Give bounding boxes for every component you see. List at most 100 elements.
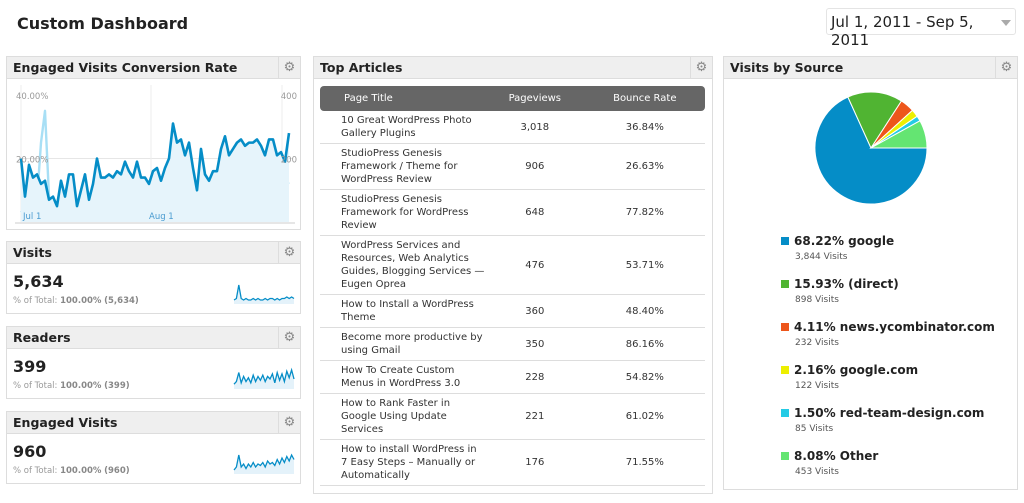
metric-widget: Visits ⚙ 5,634 % of Total: 100.00% (5,634… xyxy=(6,241,301,314)
table-row[interactable]: WordPress Services and Resources, Web An… xyxy=(320,235,705,295)
top-articles-widget: Top Articles ⚙ Page Title Pageviews Bounc… xyxy=(313,56,713,494)
widget-title: Visits by Source xyxy=(730,60,844,75)
legend-swatch xyxy=(781,409,789,417)
visits-by-source-widget: Visits by Source ⚙ 68.22% google 3,844 Vis… xyxy=(723,56,1018,490)
metric-percent-of-total: % of Total: 100.00% (399) xyxy=(13,381,130,391)
bounce-rate-cell: 77.82% xyxy=(584,189,705,236)
chevron-down-icon xyxy=(1001,20,1011,26)
page-title-cell[interactable]: 10 Great WordPress Photo Gallery Plugins xyxy=(320,111,485,144)
bounce-rate-cell: 48.40% xyxy=(584,294,705,328)
pie-slice xyxy=(869,120,928,149)
pageviews-cell: 648 xyxy=(485,189,585,236)
legend-visits: 898 Visits xyxy=(795,295,839,305)
table-row[interactable]: 10 Great WordPress Photo Gallery Plugins… xyxy=(320,111,705,144)
page-title-cell[interactable]: Become more productive by using Gmail xyxy=(320,327,485,361)
column-header-pageviews[interactable]: Pageviews xyxy=(485,86,585,111)
series-area xyxy=(21,123,289,222)
widget-title: Top Articles xyxy=(320,60,403,75)
sparkline-line xyxy=(233,367,295,386)
bounce-rate-cell: 54.82% xyxy=(584,360,705,394)
bounce-rate-cell: 71.55% xyxy=(584,439,705,486)
legend-item: 15.93% (direct) 898 Visits xyxy=(781,273,899,305)
page-title-cell[interactable]: How To Create Custom Menus in WordPress … xyxy=(320,360,485,394)
sparkline xyxy=(233,284,295,304)
pie-slice xyxy=(814,96,928,205)
metric-widget: Engaged Visits ⚙ 960 % of Total: 100.00% … xyxy=(6,411,301,484)
pageviews-cell: 476 xyxy=(485,235,585,295)
legend-label: 68.22% google xyxy=(794,234,895,248)
bounce-rate-cell: 53.71% xyxy=(584,235,705,295)
x-tick-label: Aug 1 xyxy=(149,212,174,222)
pageviews-cell: 3,018 xyxy=(485,111,585,144)
legend-visits: 453 Visits xyxy=(795,467,839,477)
legend-label: 2.16% google.com xyxy=(794,363,919,377)
table-row[interactable]: StudioPress Genesis Framework / Theme fo… xyxy=(320,143,705,190)
sparkline-area xyxy=(234,285,294,304)
table-row[interactable]: How to Install a WordPress Theme 360 48.40… xyxy=(320,294,705,328)
gear-icon[interactable]: ⚙ xyxy=(278,412,300,433)
page-title-cell[interactable]: How to Rank Faster in Google Using Updat… xyxy=(320,393,485,440)
pie-slice xyxy=(847,91,903,150)
y-tick-label: 40.00% xyxy=(16,92,48,102)
gear-icon[interactable]: ⚙ xyxy=(278,242,300,263)
sparkline-line xyxy=(233,453,295,471)
legend-visits: 3,844 Visits xyxy=(795,252,848,262)
page-title-cell[interactable]: How to install WordPress in 7 Easy Steps… xyxy=(320,439,485,486)
bounce-rate-cell: 86.16% xyxy=(584,327,705,361)
widget-title: Readers xyxy=(13,330,71,345)
bounce-rate-cell: 26.63% xyxy=(584,143,705,190)
table-row[interactable]: How to install WordPress in 7 Easy Steps… xyxy=(320,439,705,486)
legend-label: 4.11% news.ycombinator.com xyxy=(794,320,995,334)
series-line xyxy=(19,122,291,208)
source-pie-chart xyxy=(814,91,928,205)
sparkline-line xyxy=(233,284,295,301)
bounce-rate-cell: 36.84% xyxy=(584,111,705,144)
pageviews-cell: 350 xyxy=(485,327,585,361)
gear-icon[interactable]: ⚙ xyxy=(995,57,1017,78)
page-title-cell[interactable]: StudioPress Genesis Framework / Theme fo… xyxy=(320,143,485,190)
page-title-cell[interactable]: WordPress Services and Resources, Web An… xyxy=(320,235,485,295)
metric-value: 399 xyxy=(13,357,47,376)
column-header-bounce-rate[interactable]: Bounce Rate xyxy=(584,86,705,111)
legend-item: 2.16% google.com 122 Visits xyxy=(781,359,918,391)
y-tick-label: 20.00% xyxy=(16,156,48,166)
table-row[interactable]: StudioPress Genesis Framework for WordPr… xyxy=(320,189,705,236)
page-title-cell[interactable]: How to Install a WordPress Theme xyxy=(320,294,485,328)
metric-percent-of-total: % of Total: 100.00% (5,634) xyxy=(13,296,139,306)
gear-icon[interactable]: ⚙ xyxy=(278,57,300,78)
legend-visits: 122 Visits xyxy=(795,381,839,391)
legend-visits: 85 Visits xyxy=(795,424,834,434)
legend-swatch xyxy=(781,280,789,288)
gear-icon[interactable]: ⚙ xyxy=(278,327,300,348)
x-tick-label: Jul 1 xyxy=(22,212,41,222)
gear-icon[interactable]: ⚙ xyxy=(690,57,712,78)
legend-item: 4.11% news.ycombinator.com 232 Visits xyxy=(781,316,995,348)
widget-title: Engaged Visits xyxy=(13,415,118,430)
conversion-widget: Engaged Visits Conversion Rate ⚙ 40.00% 20… xyxy=(6,56,301,230)
sparkline xyxy=(233,453,295,474)
legend-swatch xyxy=(781,366,789,374)
y-tick-label: 200 xyxy=(281,156,297,166)
conversion-line-chart: 40.00% 20.00% 400 200 Jul 1 Aug 1 xyxy=(15,85,297,224)
legend-visits: 232 Visits xyxy=(795,338,839,348)
column-header-page-title[interactable]: Page Title xyxy=(320,86,485,111)
legend-label: 1.50% red-team-design.com xyxy=(794,406,985,420)
table-row[interactable]: How to Rank Faster in Google Using Updat… xyxy=(320,393,705,440)
table-row[interactable]: How To Create Custom Menus in WordPress … xyxy=(320,360,705,394)
page-title-cell[interactable]: StudioPress Genesis Framework for WordPr… xyxy=(320,189,485,236)
legend-label: 15.93% (direct) xyxy=(794,277,899,291)
top-articles-table: Page Title Pageviews Bounce Rate 10 Grea… xyxy=(320,86,705,486)
date-range-picker[interactable]: Jul 1, 2011 - Sep 5, 2011 xyxy=(826,8,1016,49)
page-title: Custom Dashboard xyxy=(17,14,189,33)
sparkline xyxy=(233,367,295,389)
legend-label: 8.08% Other xyxy=(794,449,879,463)
widget-title: Visits xyxy=(13,245,52,260)
pageviews-cell: 906 xyxy=(485,143,585,190)
sparkline-area xyxy=(234,455,294,474)
legend-item: 8.08% Other 453 Visits xyxy=(781,445,878,477)
bounce-rate-cell: 61.02% xyxy=(584,393,705,440)
legend-swatch xyxy=(781,323,789,331)
table-row[interactable]: Become more productive by using Gmail 350… xyxy=(320,327,705,361)
legend-item: 68.22% google 3,844 Visits xyxy=(781,230,894,262)
date-range-value: Jul 1, 2011 - Sep 5, 2011 xyxy=(831,13,974,49)
